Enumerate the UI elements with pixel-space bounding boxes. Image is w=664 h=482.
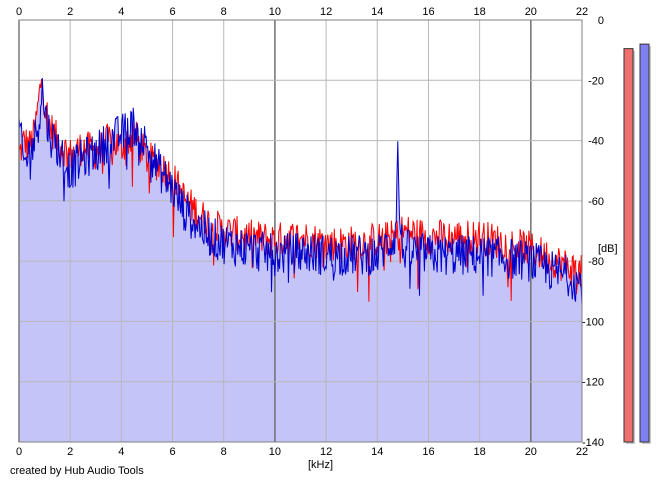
x-tick-bottom-22: 22 [576,446,588,458]
y-tick--80: -80 [588,256,604,268]
series-line-red [18,78,583,302]
x-tick-bottom-0: 0 [16,446,22,458]
x-tick-bottom-18: 18 [474,446,486,458]
series-layer [18,77,583,307]
x-tick-top-6: 6 [169,6,175,18]
y-tick--120: -120 [582,377,604,389]
x-tick-top-10: 10 [269,6,281,18]
x-tick-top-22: 22 [576,6,588,18]
x-axis-label: [kHz] [308,459,333,471]
x-tick-top-14: 14 [371,6,383,18]
level-meters [623,43,651,445]
x-tick-top-18: 18 [474,6,486,18]
x-tick-top-12: 12 [320,6,332,18]
x-tick-bottom-14: 14 [371,446,383,458]
x-tick-bottom-8: 8 [221,446,227,458]
x-ticks-top: 0 2 4 6 8 10 12 14 16 18 20 22 [16,6,588,18]
x-tick-bottom-6: 6 [169,446,175,458]
y-tick--40: -40 [588,136,604,148]
y-tick--20: -20 [588,75,604,87]
x-tick-top-2: 2 [67,6,73,18]
x-tick-top-4: 4 [118,6,124,18]
x-tick-bottom-12: 12 [320,446,332,458]
series-line-blue [18,77,583,307]
x-tick-bottom-4: 4 [118,446,124,458]
y-tick-0: 0 [598,15,604,27]
x-tick-bottom-16: 16 [422,446,434,458]
x-tick-bottom-2: 2 [67,446,73,458]
x-tick-top-8: 8 [221,6,227,18]
y-tick--60: -60 [588,196,604,208]
x-ticks-bottom: 0 2 4 6 8 10 12 14 16 18 20 22 [16,446,588,458]
y-tick--100: -100 [582,316,604,328]
x-tick-top-16: 16 [422,6,434,18]
x-tick-top-0: 0 [16,6,22,18]
y-tick--140: -140 [582,437,604,449]
credit-text: created by Hub Audio Tools [10,465,144,477]
meter-bar-red [623,48,634,443]
x-tick-bottom-20: 20 [525,446,537,458]
plot-border [18,19,583,443]
y-ticks: 0 -20 -40 -60 -80 -100 -120 -140 [582,15,604,449]
meter-bar-blue [639,43,650,443]
x-tick-bottom-10: 10 [269,446,281,458]
x-tick-top-20: 20 [525,6,537,18]
y-axis-label: [dB] [598,243,618,255]
